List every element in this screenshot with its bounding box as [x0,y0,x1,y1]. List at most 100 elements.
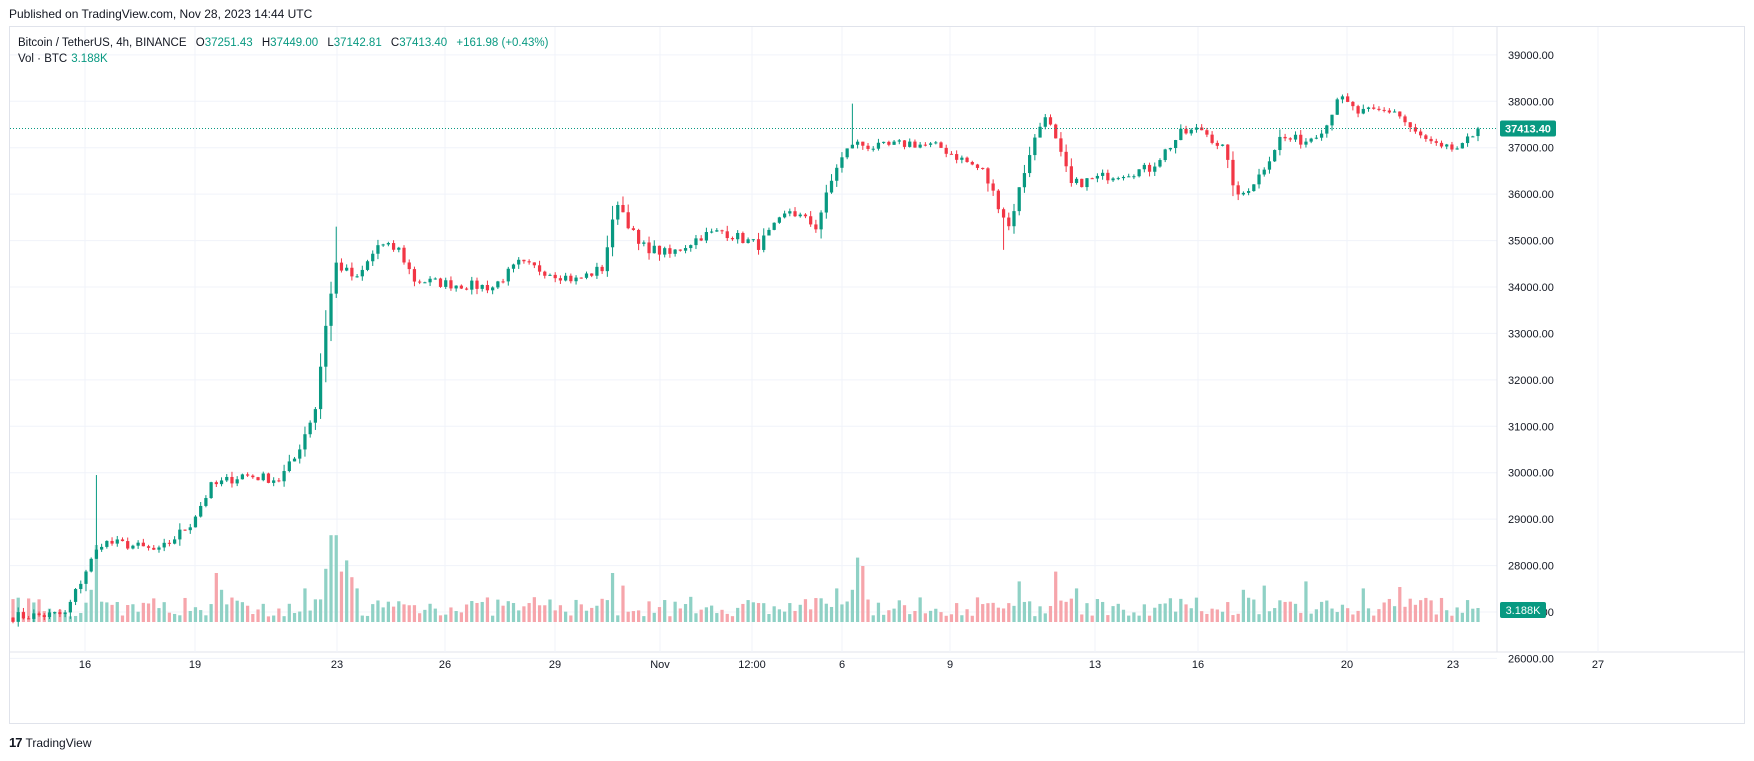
candle-body [1142,164,1146,170]
volume-bar [709,605,714,622]
volume-bar [360,615,364,622]
volume-bar [809,609,813,622]
price-tick-label: 30000.00 [1508,468,1554,480]
volume-bar [605,600,609,622]
candle-body [120,539,125,542]
volume-bar [266,616,271,622]
volume-bar [240,602,245,622]
candle-body [668,248,672,254]
candle-body [944,147,948,154]
last-volume-badge [1500,602,1546,618]
candle-body [762,235,766,250]
candle-body [1121,176,1126,179]
candle-body [79,583,83,590]
volume-bar [1095,599,1100,622]
volume-bar [1226,602,1230,622]
volume-bar [939,612,943,622]
candle-body [1205,130,1209,135]
candle-body [882,141,886,143]
candle-body [360,269,364,277]
candle-body [918,144,922,148]
volume-bar [741,603,745,622]
candle-body [861,141,865,146]
candle-body [548,274,552,276]
candle-body [913,141,917,148]
volume-bar [1445,610,1449,622]
time-tick-label: 6 [839,659,845,671]
low-value: 37142.81 [333,37,382,49]
candle-body [955,154,959,160]
candle-body [892,141,896,145]
volume-bar [1278,600,1282,622]
volume-bar [79,613,83,622]
candle-body [704,232,709,241]
candle-body [1163,149,1167,161]
candle-body [835,167,839,181]
candle-body [277,480,281,482]
candle-body [840,157,844,168]
candle-body [485,284,490,291]
candle-body [292,458,297,462]
candle-body [240,474,245,480]
time-tick-label: 12:00 [738,659,766,671]
candle-body [657,245,662,255]
volume-bar [511,603,516,622]
volume-bar [798,604,802,622]
candle-body [574,277,578,282]
candle-body [1054,124,1058,139]
candle-body [751,239,755,241]
volume-bar [84,602,88,622]
volume-bar [287,603,291,622]
volume-bar [449,607,453,622]
volume-bar [292,613,297,622]
candle-body [1413,127,1418,132]
candle-body [527,261,531,263]
candle-body [543,271,547,276]
volume-bar [1241,589,1246,622]
candle-body [1189,129,1193,134]
time-axis: 16 19 23 26 29 Nov 12:00 6 9 13 16 20 23 27 [79,659,1604,671]
volume-bar [11,599,15,622]
candle-body [584,273,589,278]
volume-bar [272,615,276,622]
candle-body [1007,217,1011,227]
volume-bar [193,607,198,622]
volume-bar [225,604,229,622]
volume-bar [1147,615,1152,622]
volume-bar [756,603,761,622]
volume-bar [1048,606,1053,622]
price-tick-label: 33000.00 [1508,328,1554,340]
tradingview-logo[interactable]: 17 TradingView [9,735,92,750]
candle-body [1106,172,1110,181]
volume-bar [908,614,912,622]
candle-body [209,482,213,499]
close-label: C [390,37,400,49]
volume-bar [1252,599,1256,622]
volume-bar [1033,616,1037,622]
volume-bar [381,607,385,622]
volume-bar [63,614,67,622]
candle-body [616,205,620,220]
candle-body [991,183,995,191]
published-line: Published on TradingView.com, Nov 28, 20… [9,7,313,21]
last-price-badge-label: 37413.40 [1505,124,1551,136]
volume-bar [298,611,302,622]
candle-body [1001,209,1006,218]
volume-bar [120,615,125,622]
candle-body [1361,108,1365,114]
tradingview-logo-icon: 17 [9,735,23,750]
volume-bar [767,614,771,622]
candle-body [235,479,239,484]
volume-bar [970,615,974,622]
candle-body [772,222,776,230]
volume-bar [245,605,250,622]
candle-body [371,253,375,262]
volume-bar [1450,615,1454,622]
candle-body [1090,178,1094,180]
candle-body [767,229,771,236]
candle-body [610,219,615,248]
volume-bar [1398,587,1402,622]
candle-body [694,238,698,246]
price-tick-label: 37000.00 [1508,143,1554,155]
